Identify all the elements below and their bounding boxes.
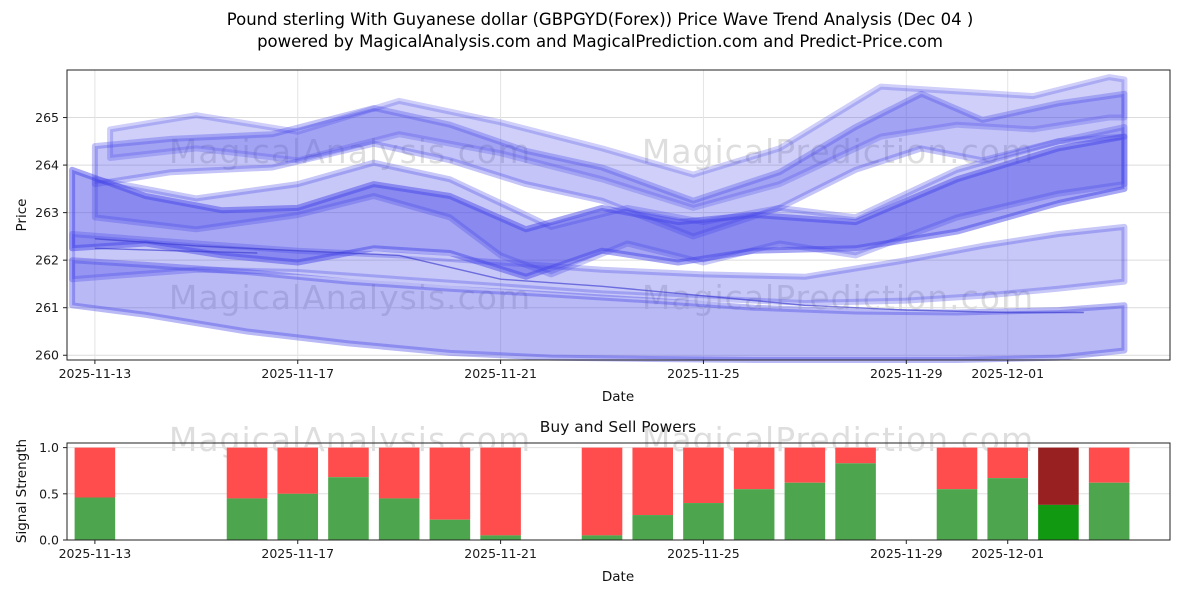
date-tick-label: 2025-11-13 [59,366,132,381]
trend-line [94,247,258,254]
bar-red-segment [835,447,876,464]
trend-line [94,238,1084,314]
bar-green-segment [784,482,826,540]
watermark-analysis: MagicalAnalysis.com [168,278,532,317]
date-tick-label: 2025-11-13 [59,546,132,561]
bar-green-segment [480,535,521,540]
bar-red-segment [632,447,674,516]
price-plot-border [66,69,1171,361]
bar-green-segment [1088,482,1130,540]
bar-green-segment [835,463,876,540]
bar-red-segment [378,447,420,499]
bar-red-segment [733,447,775,490]
price-tick-label: 262 [35,253,59,268]
chart-title-line1: Pound sterling With Guyanese dollar (GBP… [226,10,974,29]
price-tick-label: 263 [35,205,59,220]
signal-strength-axis-label: Signal Strength [14,438,30,544]
chart-title-line2: powered by MagicalAnalysis.com and Magic… [257,32,943,51]
date-axis-label-bottom: Date [601,569,635,585]
bar-green-segment [683,503,724,540]
bar-green-segment [733,489,775,540]
bar-red-segment [936,447,978,490]
bar-red-segment [277,447,319,494]
date-tick-label: 2025-11-29 [870,546,943,561]
bar-red-segment [328,447,369,478]
date-tick-label: 2025-11-29 [870,366,943,381]
date-tick-label: 2025-12-01 [971,546,1044,561]
date-tick-label: 2025-11-25 [667,366,740,381]
wave-band [69,257,1128,363]
signal-tick-label: 1.0 [39,440,59,455]
wave-band [91,124,1128,278]
bar-green-segment [581,535,623,540]
bar-red-segment [784,447,826,483]
bar-green-segment [378,498,420,540]
bar-green-segment [277,493,319,540]
price-tick-label: 261 [35,300,59,315]
bar-red-segment [429,447,471,520]
date-tick-label: 2025-12-01 [971,366,1044,381]
bar-red-segment [1038,447,1079,505]
date-tick-label: 2025-11-21 [464,366,537,381]
price-axis-label: Price [14,198,30,232]
bar-green-segment [987,478,1029,540]
bar-green-segment [74,497,116,540]
bar-green-segment [328,477,369,540]
bar-red-segment [683,447,724,504]
wave-band [91,90,1128,240]
wave-band [107,74,1128,211]
bar-green-segment [1038,504,1079,540]
signal-tick-label: 0.0 [39,533,59,548]
bar-red-segment [480,447,521,536]
bar-red-segment [1088,447,1130,483]
bar-red-segment [581,447,623,536]
bar-green-segment [226,498,268,540]
bar-chart-title: Buy and Sell Powers [539,418,697,436]
signal-tick-label: 0.5 [39,486,59,501]
price-tick-label: 260 [35,348,59,363]
bar-red-segment [987,447,1029,479]
bar-red-segment [74,447,116,498]
bar-green-segment [429,519,471,540]
date-tick-label: 2025-11-25 [667,546,740,561]
bar-red-segment [226,447,268,499]
wave-band [69,223,1128,306]
signal-plot-border [66,442,1171,541]
watermark-prediction: MagicalPrediction.com [641,278,1035,317]
date-tick-label: 2025-11-21 [464,546,537,561]
price-tick-label: 265 [35,110,59,125]
price-tick-label: 264 [35,158,59,173]
date-tick-label: 2025-11-17 [261,366,334,381]
watermark-prediction: MagicalPrediction.com [641,132,1035,171]
date-tick-label: 2025-11-17 [261,546,334,561]
bar-green-segment [936,489,978,540]
bar-green-segment [632,515,674,540]
watermark-analysis: MagicalAnalysis.com [168,132,532,171]
date-axis-label-top: Date [601,389,635,405]
